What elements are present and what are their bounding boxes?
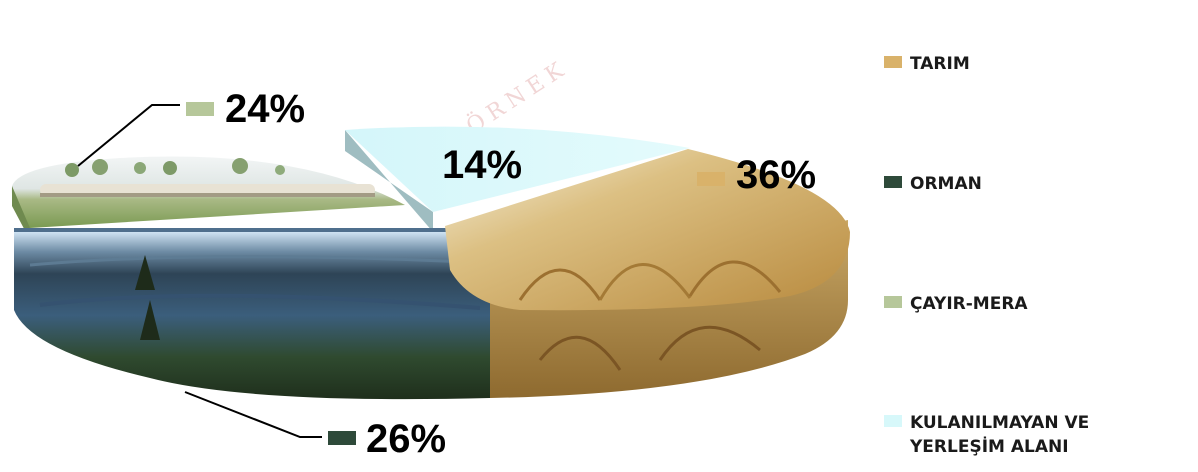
label-24-swatch [186,102,214,116]
slice-kulanilmayan [345,126,690,232]
watermark: ÖRNEK [461,53,573,139]
legend-label-cayir-mera: ÇAYIR-MERA [910,294,1028,314]
slice-tarim [445,149,850,398]
slice-orman [14,228,490,400]
legend-item-tarim: TARIM [884,52,970,76]
label-36: 36% [697,153,816,197]
legend-swatch-tarim [884,56,902,68]
legend-swatch-cayir-mera [884,296,902,308]
label-14: 14% [442,143,522,187]
legend-label-orman: ORMAN [910,174,982,194]
label-36-swatch [697,172,725,186]
value-label-26: 26% [366,417,446,461]
value-label-24: 24% [225,87,305,131]
legend-item-kulanilmayan: KULANILMAYAN VE YERLEŞİM ALANI [884,411,1190,459]
label-24: 24% [186,87,305,131]
value-label-14: 14% [442,143,522,187]
value-label-36: 36% [736,153,816,197]
label-26: 26% [328,417,446,461]
legend-item-cayir-mera: ÇAYIR-MERA [884,292,1028,316]
legend-swatch-kulanilmayan [884,415,902,427]
leader-line-26 [184,391,322,438]
leader-line-24 [77,104,180,167]
legend-label-kulanilmayan: KULANILMAYAN VE YERLEŞİM ALANI [910,413,1090,457]
legend-swatch-orman [884,176,902,188]
legend-label-tarim: TARIM [910,54,970,74]
label-26-swatch [328,431,356,445]
legend-item-orman: ORMAN [884,172,982,196]
slice-cayir-mera [11,156,406,240]
